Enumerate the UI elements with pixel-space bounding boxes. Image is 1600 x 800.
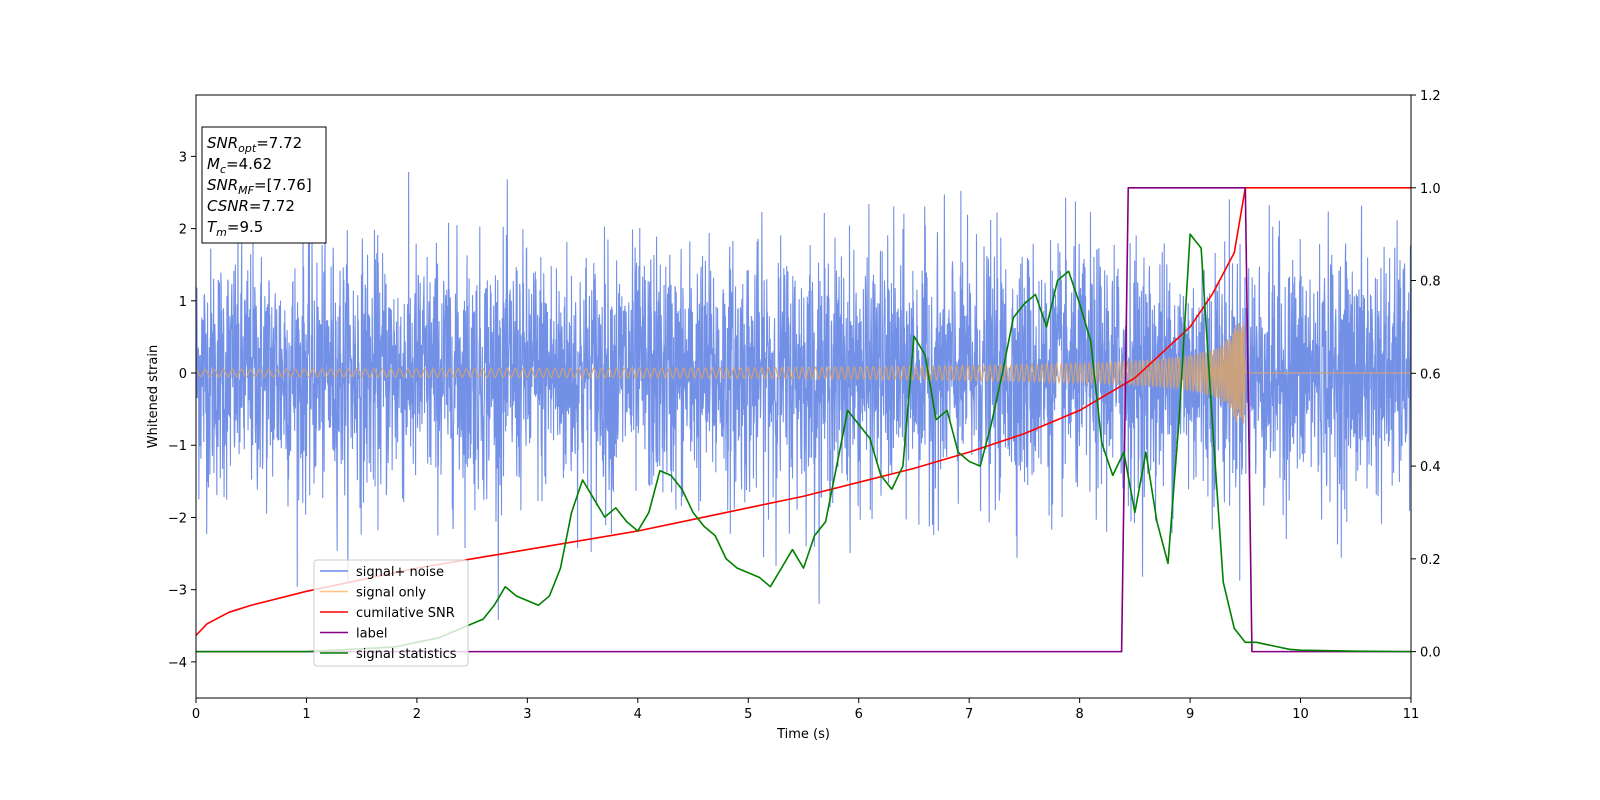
legend-entry: cumilative SNR (356, 606, 455, 621)
info-box-line: Mc=4.62 (207, 155, 272, 176)
y-tick-label: −1 (168, 439, 187, 454)
x-tick-label: 6 (855, 707, 863, 722)
y-right-tick-label: 0.8 (1420, 275, 1441, 290)
plot-area (196, 171, 1411, 653)
axes-frame (195, 94, 1412, 699)
info-box-line: CSNR=7.72 (207, 197, 295, 215)
x-tick-label: 9 (1186, 707, 1194, 722)
y-tick-label: 2 (179, 223, 187, 238)
legend-entry: signal+ noise (356, 565, 444, 580)
series-cumulative-snr (196, 186, 1411, 636)
y-right-tick-label: 0.4 (1420, 460, 1441, 475)
x-tick-label: 1 (302, 707, 310, 722)
y-right-tick-label: 0.0 (1420, 646, 1441, 661)
y-tick-label: −3 (168, 584, 187, 599)
y-right-tick-label: 1.0 (1420, 182, 1441, 197)
y-axis-label: Whitened strain (146, 345, 161, 448)
y-tick-label: 3 (179, 150, 187, 165)
info-box-line: Tm=9.5 (207, 218, 263, 239)
x-tick-label: 8 (1075, 707, 1083, 722)
legend-entry: label (356, 627, 387, 642)
x-tick-label: 11 (1403, 707, 1420, 722)
axes: 0 1 2 3 4 5 6 7 8 9 10 113210−1−2−3−41.21.00.80.60.… (168, 89, 1441, 722)
x-tick-label: 2 (413, 707, 421, 722)
x-tick-label: 3 (523, 707, 531, 722)
y-tick-label: 0 (179, 367, 187, 382)
info-box-frame (201, 126, 327, 244)
y-tick-label: −4 (168, 656, 187, 671)
x-tick-label: 4 (634, 707, 642, 722)
info-box-line: SNRopt=7.72 (207, 134, 302, 155)
legend: signal+ noise signal only cumilative SNR la… (313, 559, 469, 667)
y-right-tick-label: 0.2 (1420, 553, 1441, 568)
x-tick-label: 0 (192, 707, 200, 722)
x-tick-label: 7 (965, 707, 973, 722)
x-axis-label: Time (s) (776, 727, 830, 742)
y-tick-label: 1 (179, 295, 187, 310)
legend-entry: signal statistics (356, 647, 457, 662)
y-right-tick-label: 0.6 (1420, 367, 1441, 382)
series-signal-statistics (196, 233, 1411, 653)
x-tick-label: 5 (744, 707, 752, 722)
y-tick-label: −2 (168, 511, 187, 526)
x-tick-label: 10 (1292, 707, 1309, 722)
info-box-line: SNRMF=[7.76] (207, 176, 312, 197)
series-label (196, 186, 1411, 653)
y-right-tick-label: 1.2 (1420, 89, 1441, 104)
legend-entry: signal only (356, 586, 426, 601)
legend-box (313, 559, 469, 667)
